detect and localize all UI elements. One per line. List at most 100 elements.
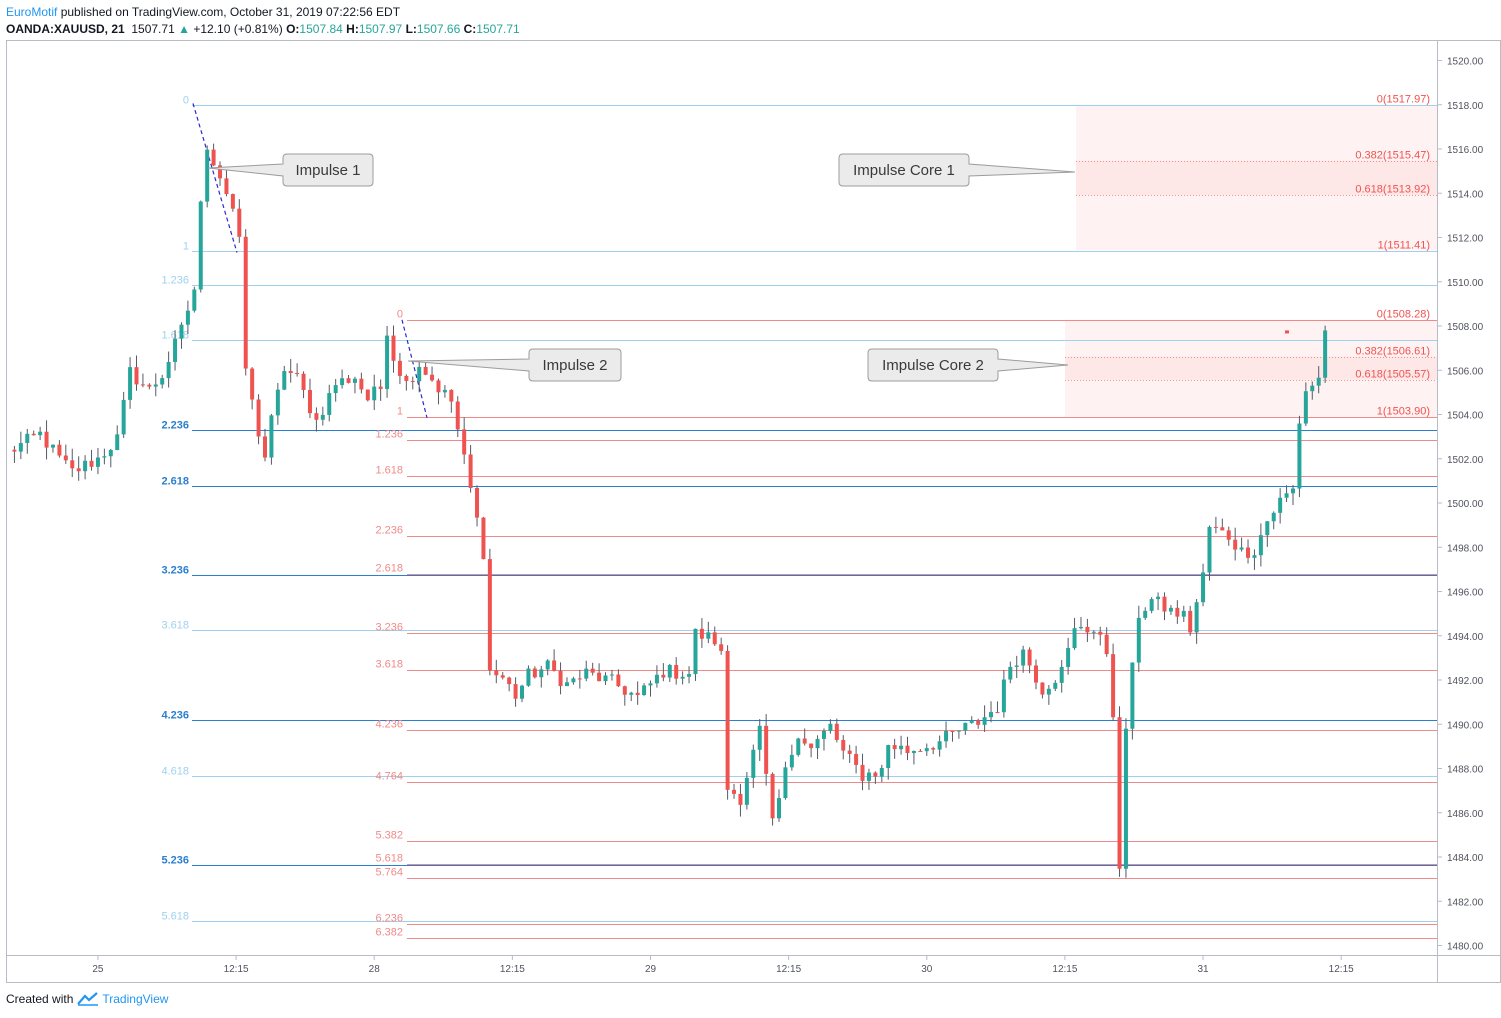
candle-body-down <box>256 399 261 437</box>
candle-body-up <box>372 386 377 401</box>
candle-body-down <box>76 468 81 472</box>
fibonacci-levels: 0 1 1.236 1.618 2.236 2.618 3.236 3.618 4.236 4.6… <box>161 95 1437 939</box>
close-value: 1507.71 <box>476 22 520 36</box>
candle-body-up <box>1149 599 1154 611</box>
tradingview-link[interactable]: TradingView <box>102 992 169 1006</box>
price-tick-label: 1518.00 <box>1447 101 1484 112</box>
candle-body-down <box>481 517 486 560</box>
candle-body-down <box>449 389 454 402</box>
fib1-level-label: 5.236 <box>161 855 189 867</box>
time-tick-label: 12:15 <box>1052 964 1077 975</box>
candle-body-up <box>340 378 345 386</box>
price-chart[interactable]: 0(1517.97) 0.382(1515.47) 0.618(1513.92) 1(… <box>0 0 1501 990</box>
candle-body-up <box>417 366 422 382</box>
candle-body-up <box>1091 631 1096 633</box>
candle-body-down <box>699 628 704 639</box>
candle-body-down <box>12 449 17 452</box>
candle-body-down <box>513 684 518 699</box>
fib1-level-label: 4.618 <box>161 766 189 778</box>
candle-body-down <box>558 670 563 687</box>
candle-body-up <box>1258 535 1263 556</box>
candle-body-up <box>1291 488 1295 494</box>
candle-body-down <box>661 674 666 678</box>
candle-body-up <box>866 772 871 781</box>
candle-body-up <box>642 685 647 696</box>
candle-body-down <box>1162 596 1167 612</box>
time-tick-label: 31 <box>1197 964 1209 975</box>
fib2-level-label: 4.236 <box>375 719 403 731</box>
candle-body-down <box>211 149 216 166</box>
candle-body-up <box>205 149 210 202</box>
fib1-level-label: 4.236 <box>161 710 189 722</box>
candle-body-up <box>680 676 685 679</box>
candle-body-up <box>185 310 190 325</box>
candle-body-up <box>751 749 756 778</box>
candle-body-up <box>956 730 961 732</box>
callouts: Impulse 1 Impulse 2 Impulse Core 1 Impulse … <box>207 153 1289 382</box>
price-tick-label: 1496.00 <box>1447 588 1484 599</box>
candles <box>12 143 1328 878</box>
time-tick-label: 28 <box>369 964 381 975</box>
candle-body-up <box>1316 377 1321 386</box>
candle-body-up <box>1265 521 1270 536</box>
price-tick-label: 1480.00 <box>1447 942 1484 953</box>
candle-body-up <box>1303 391 1308 424</box>
last-price: 1507.71 <box>131 22 175 36</box>
candle-body-up <box>886 745 891 768</box>
candle-body-down <box>410 380 415 382</box>
symbol-name[interactable]: OANDA:XAUUSD, 21 <box>6 22 125 36</box>
candle-body-down <box>314 413 319 420</box>
price-axis[interactable]: 1480.00 1482.00 1484.00 1486.00 1488.00 1490.… <box>1437 57 1484 953</box>
footer: Created with TradingView <box>6 992 168 1006</box>
candle-body-up <box>102 456 107 458</box>
candle-body-up <box>1278 497 1283 513</box>
candle-body-up <box>989 712 994 718</box>
price-tick-label: 1514.00 <box>1447 189 1484 200</box>
candle-body-up <box>275 389 280 416</box>
candle-body-up <box>1136 617 1141 663</box>
high-value: 1507.97 <box>358 22 403 36</box>
candle-body-up <box>442 389 447 393</box>
price-tick-label: 1486.00 <box>1447 809 1484 820</box>
time-tick-label: 12:15 <box>776 964 801 975</box>
candle-body-down <box>905 745 910 754</box>
high-label: H: <box>346 22 359 36</box>
callout-bubble <box>838 153 1076 187</box>
time-tick-label: 12:15 <box>500 964 525 975</box>
candle-body-down <box>301 373 306 391</box>
candle-body-down <box>976 720 981 725</box>
open-label: O: <box>286 22 300 36</box>
callout-bubble <box>407 348 622 382</box>
candle-body-down <box>1040 682 1045 695</box>
time-axis[interactable]: 25 12:15 28 12:15 29 12:15 30 12:15 31 12:15 <box>92 955 1354 975</box>
candle-body-up <box>545 660 550 670</box>
candle-body-down <box>507 677 512 685</box>
candle-body-down <box>950 730 955 732</box>
candle-body-up <box>1072 628 1077 648</box>
low-label: L: <box>405 22 417 36</box>
candle-body-down <box>378 386 383 390</box>
candle-body-down <box>391 335 396 361</box>
candle-body-down <box>770 773 775 819</box>
fib2-level-label: 5.764 <box>375 867 403 879</box>
callout-label: Impulse Core 1 <box>853 162 955 179</box>
candle-body-down <box>590 668 595 673</box>
fib1-level-label: 3.236 <box>161 565 189 577</box>
candle-body-down <box>63 455 68 461</box>
candle-body-down <box>359 378 364 390</box>
candle-body-up <box>564 682 569 687</box>
candle-body-down <box>487 559 492 671</box>
candle-body-up <box>629 692 634 695</box>
candle-body-down <box>397 360 402 376</box>
fib2-level-label: 1 <box>397 406 403 418</box>
candle-body-down <box>288 371 293 374</box>
fib2-level-label: 5.618 <box>375 853 403 865</box>
candle-body-down <box>1188 610 1193 633</box>
candle-body-up <box>815 738 820 749</box>
core-level-label: 0.382(1515.47) <box>1355 150 1430 162</box>
core-level-label: 0(1517.97) <box>1377 94 1430 106</box>
candle-body-down <box>307 390 312 414</box>
candle-body-down <box>224 178 229 195</box>
fib1-level-label: 0 <box>183 95 189 107</box>
publisher-name[interactable]: EuroMotif <box>6 5 58 19</box>
